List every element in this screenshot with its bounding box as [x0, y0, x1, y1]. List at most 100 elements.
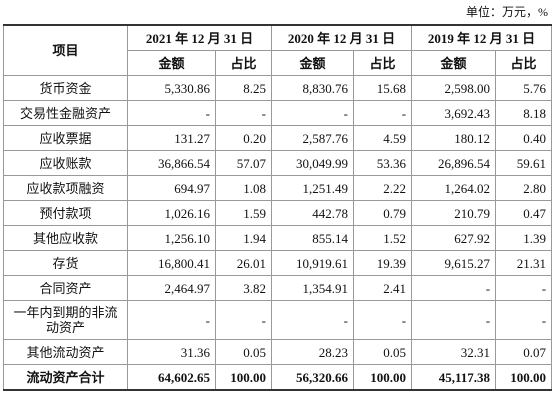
- header-row: 金额 占比 金额 占比 金额 占比: [4, 50, 553, 76]
- table-cell: 57.07: [214, 150, 273, 176]
- table-cell: -: [353, 300, 413, 340]
- table-cell: 1,354.91: [271, 275, 355, 301]
- table-cell: -: [271, 100, 355, 126]
- table-cell: 1,251.49: [271, 175, 355, 201]
- table-row: 流动资产合计 64,602.65 100.00 56,320.66 100.00 45,1…: [3, 364, 553, 391]
- table-cell: 56,320.66: [271, 364, 355, 391]
- table-cell: 其他流动资产: [3, 339, 128, 365]
- header-cell: 金额: [411, 50, 497, 76]
- table-cell: 应收账款: [3, 150, 128, 176]
- table-cell: 8.25: [214, 75, 273, 101]
- header-row: 项目 2021 年 12 月 31 日 2020 年 12 月 31 日 2019 年…: [3, 24, 553, 76]
- table-cell: 交易性金融资产: [3, 100, 128, 126]
- header-cell: 占比: [495, 50, 553, 76]
- table-cell: 3.82: [214, 275, 273, 301]
- table-row: 存货 16,800.41 26.01 10,919.61 19.39 9,615.27 21…: [3, 250, 553, 276]
- table-cell: 21.31: [495, 250, 553, 276]
- table-cell: 3,692.43: [411, 100, 497, 126]
- table-row: 应收票据 131.27 0.20 2,587.76 4.59 180.12 0.40: [3, 125, 553, 151]
- table-cell: 45,117.38: [411, 364, 497, 391]
- header-cell: 2020 年 12 月 31 日: [271, 24, 413, 51]
- table-row: 预付款项 1,026.16 1.59 442.78 0.79 210.79 0.47: [3, 200, 553, 226]
- table-cell: 30,049.99: [271, 150, 355, 176]
- table-cell: -: [127, 100, 216, 126]
- table-cell: 应收票据: [3, 125, 128, 151]
- table-cell: -: [214, 100, 273, 126]
- table-cell: -: [495, 300, 553, 340]
- table-row: 一年内到期的非流动资产 - - - - - -: [3, 300, 553, 340]
- table-cell: 131.27: [127, 125, 216, 151]
- table-cell: 其他应收款: [3, 225, 128, 251]
- table-cell: 0.07: [495, 339, 553, 365]
- table-cell: 8,830.76: [271, 75, 355, 101]
- table-cell: 1,264.02: [411, 175, 497, 201]
- table-cell: 26.01: [214, 250, 273, 276]
- table-cell: 1.39: [495, 225, 553, 251]
- table-cell: 货币资金: [3, 75, 128, 101]
- table-cell: 100.00: [214, 364, 273, 391]
- header-cell: 金额: [127, 50, 216, 76]
- table-cell: 8.18: [495, 100, 553, 126]
- table-cell: 流动资产合计: [3, 364, 128, 391]
- table-cell: 0.79: [353, 200, 413, 226]
- table-cell: 2.22: [353, 175, 413, 201]
- table-cell: 2,464.97: [127, 275, 216, 301]
- table-cell: 32.31: [411, 339, 497, 365]
- table-cell: 36,866.54: [127, 150, 216, 176]
- table-cell: -: [271, 300, 355, 340]
- table-cell: 0.40: [495, 125, 553, 151]
- table-cell: 59.61: [495, 150, 553, 176]
- table-cell: 100.00: [495, 364, 553, 391]
- table-cell: 2.41: [353, 275, 413, 301]
- header-cell: 金额: [271, 50, 355, 76]
- header-cell: 占比: [353, 50, 413, 76]
- table-cell: 2.80: [495, 175, 553, 201]
- unit-note: 单位：万元，%: [466, 5, 548, 19]
- table-cell: 694.97: [127, 175, 216, 201]
- header-cell: 2019 年 12 月 31 日: [411, 24, 553, 51]
- table-cell: 26,896.54: [411, 150, 497, 176]
- table-cell: -: [411, 275, 497, 301]
- table-cell: 16,800.41: [127, 250, 216, 276]
- table-cell: 合同资产: [3, 275, 128, 301]
- table-cell: 180.12: [411, 125, 497, 151]
- table-cell: 442.78: [271, 200, 355, 226]
- table-cell: 2,598.00: [411, 75, 497, 101]
- table-cell: 0.47: [495, 200, 553, 226]
- table-row: 合同资产 2,464.97 3.82 1,354.91 2.41- -: [3, 275, 553, 301]
- table-cell: 1,026.16: [127, 200, 216, 226]
- table-cell: 1,256.10: [127, 225, 216, 251]
- table-cell: -: [127, 300, 216, 340]
- table-cell: -: [411, 300, 497, 340]
- table-row: 交易性金融资产 - - - -3,692.43 8.18: [3, 100, 553, 126]
- asset-table: 项目 2021 年 12 月 31 日 2020 年 12 月 31 日 2019 年…: [3, 24, 553, 391]
- table-row: 应收款项融资 694.97 1.08 1,251.49 2.22 1,264.02 2.80: [3, 175, 553, 201]
- table-cell: 100.00: [353, 364, 413, 391]
- table-cell: 5,330.86: [127, 75, 216, 101]
- table-cell: 1.52: [353, 225, 413, 251]
- table-row: 其他应收款 1,256.10 1.94 855.14 1.52 627.92 1.39: [3, 225, 553, 251]
- table-row: 应收账款 36,866.54 57.07 30,049.99 53.36 26,896.5…: [3, 150, 553, 176]
- table-cell: 28.23: [271, 339, 355, 365]
- table-cell: 存货: [3, 250, 128, 276]
- table-cell: 5.76: [495, 75, 553, 101]
- header-cell: 占比: [214, 50, 273, 76]
- table-cell: 一年内到期的非流动资产: [3, 300, 128, 340]
- table-cell: 855.14: [271, 225, 355, 251]
- table-cell: -: [214, 300, 273, 340]
- table-cell: 9,615.27: [411, 250, 497, 276]
- table-cell: 10,919.61: [271, 250, 355, 276]
- table-row: 其他流动资产 31.36 0.05 28.23 0.05 32.31 0.07: [3, 339, 553, 365]
- table-cell: 预付款项: [3, 200, 128, 226]
- table-cell: -: [495, 275, 553, 301]
- table-cell: 应收款项融资: [3, 175, 128, 201]
- table-cell: 0.05: [353, 339, 413, 365]
- table-cell: 0.20: [214, 125, 273, 151]
- table-cell: 15.68: [353, 75, 413, 101]
- table-cell: 0.05: [214, 339, 273, 365]
- table-cell: 1.08: [214, 175, 273, 201]
- header-cell: 2021 年 12 月 31 日: [126, 24, 273, 51]
- table-cell: 627.92: [411, 225, 497, 251]
- table-cell: 53.36: [353, 150, 413, 176]
